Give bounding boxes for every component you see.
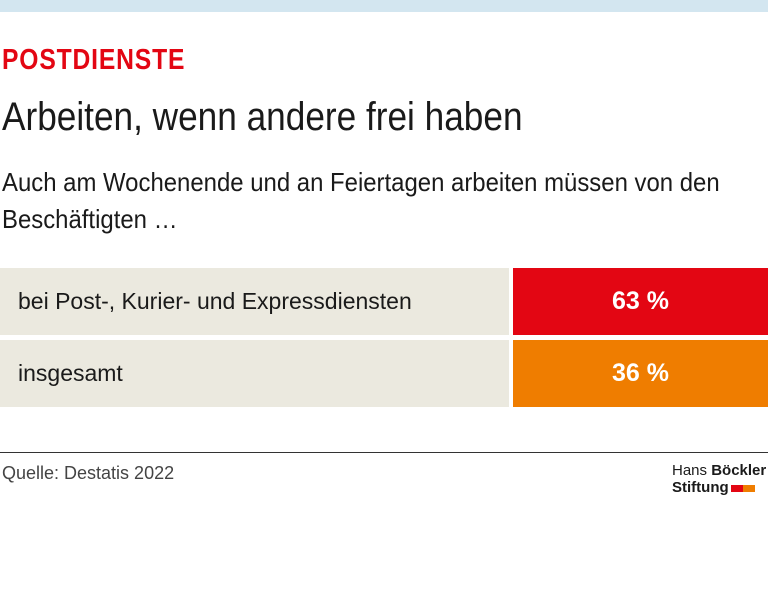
row: insgesamt 36 % bbox=[0, 340, 768, 407]
logo-text: Böckler bbox=[711, 462, 767, 479]
value-cell: 63 % bbox=[513, 268, 768, 335]
category-label: bei Post-, Kurier- und Expressdiensten bbox=[0, 268, 509, 335]
kicker: POSTDIENSTE bbox=[2, 44, 186, 76]
source: Quelle: Destatis 2022 bbox=[2, 463, 175, 483]
value-label: 63 % bbox=[612, 287, 669, 315]
logo-square bbox=[742, 485, 755, 492]
title: Arbeiten, wenn andere frei haben bbox=[2, 95, 523, 139]
top-bar bbox=[0, 0, 768, 12]
category-label: insgesamt bbox=[0, 340, 509, 407]
value-cell: 36 % bbox=[513, 340, 768, 407]
subtitle: Auch am Wochenende und an Feiertagen arb… bbox=[2, 167, 720, 234]
logo: Hans Böckler Stiftung bbox=[672, 462, 766, 496]
logo-square bbox=[730, 485, 743, 492]
row: bei Post-, Kurier- und Expressdiensten 63… bbox=[0, 268, 768, 335]
value-label: 36 % bbox=[612, 359, 669, 387]
logo-text: Hans bbox=[672, 462, 708, 479]
rule bbox=[0, 452, 768, 453]
logo-text: Stiftung bbox=[672, 479, 729, 496]
